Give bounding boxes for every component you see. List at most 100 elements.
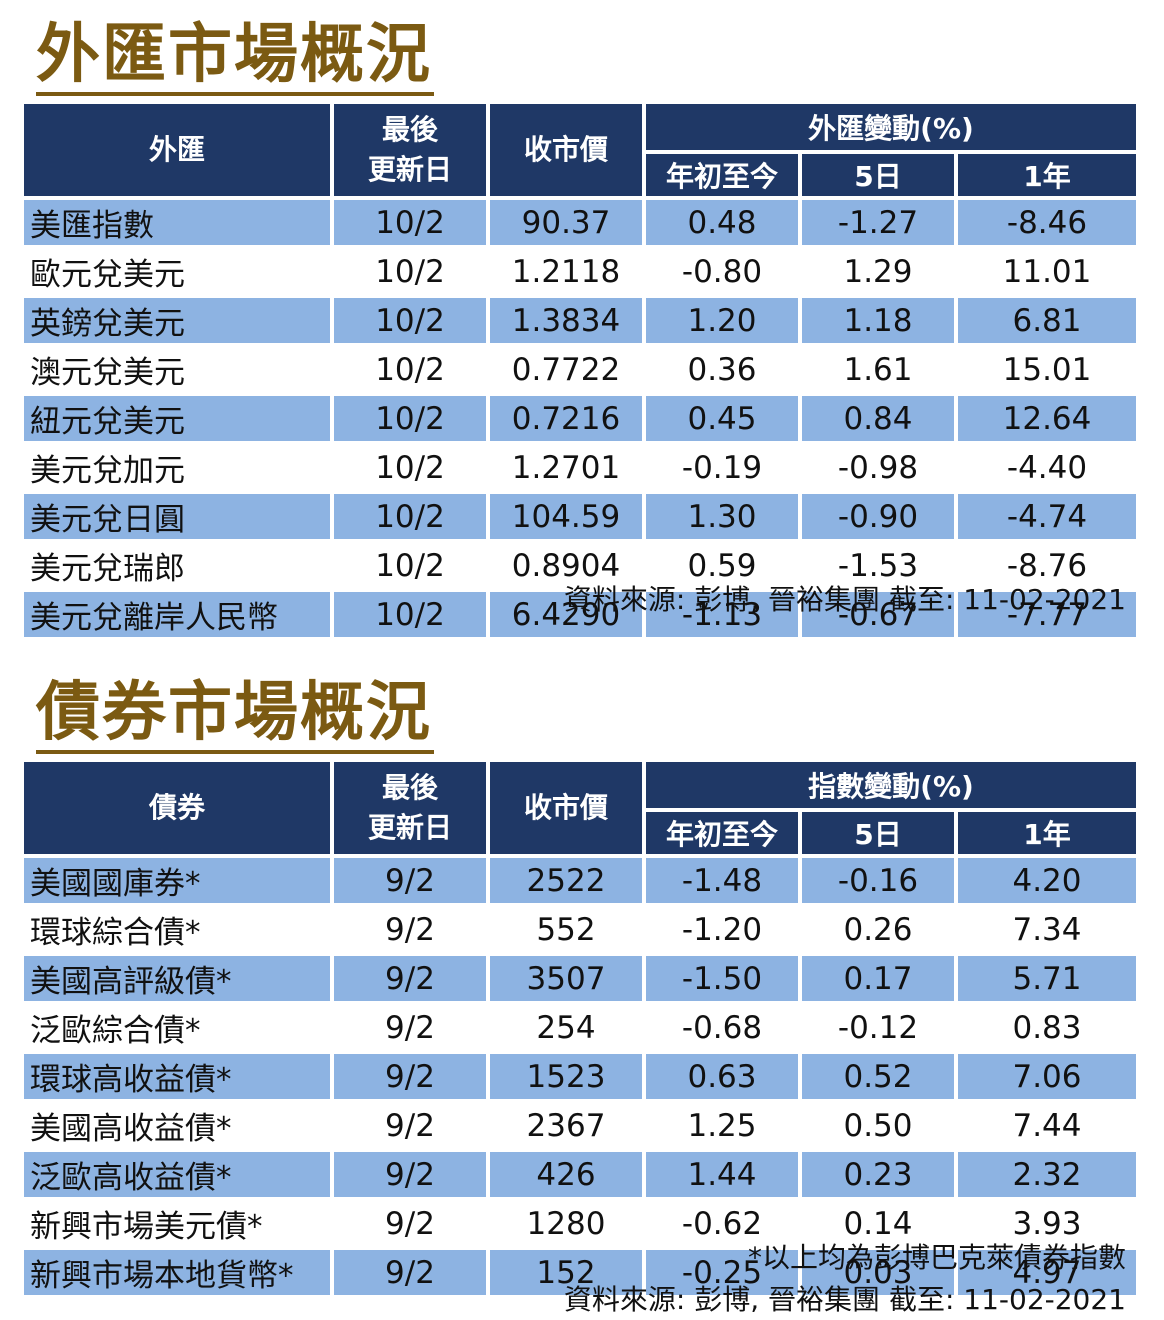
bond-cell-date: 9/2: [334, 1054, 490, 1103]
bond-table-row: 環球高收益債* 9/2 1523 0.63 0.52 7.06: [24, 1054, 1136, 1103]
fx-header-date-line1: 最後: [381, 113, 438, 146]
bond-source-note: 資料來源: 彭博, 晉裕集團 截至: 11-02-2021: [563, 1283, 1126, 1316]
bond-cell-ytd: -1.50: [646, 956, 802, 1005]
bond-table-row: 美國高評級債* 9/2 3507 -1.50 0.17 5.71: [24, 956, 1136, 1005]
bond-cell-change-5d: -0.12: [802, 1005, 958, 1054]
fx-cell-date: 10/2: [334, 396, 490, 445]
bond-section-title: 債券市場概況: [36, 676, 434, 754]
bond-cell-date: 9/2: [334, 907, 490, 956]
fx-cell-ytd: 0.59: [646, 543, 802, 592]
fx-cell-change-5d: 1.29: [802, 249, 958, 298]
bond-cell-name: 美國國庫券*: [24, 858, 334, 907]
fx-cell-ytd: 1.30: [646, 494, 802, 543]
fx-cell-change-5d: -1.27: [802, 200, 958, 249]
bond-cell-change-5d: 0.23: [802, 1152, 958, 1201]
fx-header-date-line2: 更新日: [367, 153, 452, 186]
fx-cell-ytd: 0.48: [646, 200, 802, 249]
bond-cell-close: 426: [490, 1152, 646, 1201]
fx-cell-name: 紐元兌美元: [24, 396, 334, 445]
bond-table-body: 美國國庫券* 9/2 2522 -1.48 -0.16 4.20 環球綜合債* 9/2 552-…: [24, 858, 1136, 1299]
bond-cell-change-1y: 2.32: [958, 1152, 1136, 1201]
fx-cell-change-5d: 1.18: [802, 298, 958, 347]
bond-cell-change-1y: 7.06: [958, 1054, 1136, 1103]
fx-cell-name: 美元兌日圓: [24, 494, 334, 543]
bond-header-5d: 5日: [802, 812, 958, 858]
fx-cell-name: 美元兌瑞郎: [24, 543, 334, 592]
fx-table-row: 歐元兌美元 10/2 1.2118 -0.80 1.29 11.01: [24, 249, 1136, 298]
fx-cell-close: 1.3834: [490, 298, 646, 347]
bond-cell-change-5d: 0.17: [802, 956, 958, 1005]
bond-cell-ytd: -0.62: [646, 1201, 802, 1250]
fx-cell-close: 1.2701: [490, 445, 646, 494]
fx-cell-change-5d: 0.84: [802, 396, 958, 445]
fx-header-5d: 5日: [802, 154, 958, 200]
fx-table-row: 美元兌離岸人民幣 10/2 6.4290 -1.13 -0.67 -7.77: [24, 592, 1136, 641]
bond-cell-ytd: -1.48: [646, 858, 802, 907]
bond-cell-change-1y: 7.44: [958, 1103, 1136, 1152]
bond-header-date-line2: 更新日: [367, 811, 452, 844]
bond-cell-close: 3507: [490, 956, 646, 1005]
fx-cell-close: 6.4290: [490, 592, 646, 641]
bond-cell-close: 1523: [490, 1054, 646, 1103]
fx-cell-close: 0.8904: [490, 543, 646, 592]
bond-cell-date: 9/2: [334, 1103, 490, 1152]
fx-cell-date: 10/2: [334, 200, 490, 249]
bond-cell-change-5d: 0.52: [802, 1054, 958, 1103]
fx-table-row: 英鎊兌美元 10/2 1.3834 1.20 1.18 6.81: [24, 298, 1136, 347]
fx-cell-close: 0.7722: [490, 347, 646, 396]
bond-cell-name: 美國高收益債*: [24, 1103, 334, 1152]
bond-cell-ytd: -1.20: [646, 907, 802, 956]
fx-cell-ytd: -1.13: [646, 592, 802, 641]
bond-cell-ytd: 1.25: [646, 1103, 802, 1152]
fx-section-title: 外匯市場概況: [36, 18, 434, 96]
bond-cell-date: 9/2: [334, 956, 490, 1005]
fx-cell-ytd: 0.45: [646, 396, 802, 445]
fx-cell-change-1y: -4.40: [958, 445, 1136, 494]
fx-cell-date: 10/2: [334, 494, 490, 543]
bond-header-date: 最後 更新日: [334, 762, 490, 858]
bond-table-row: 美國國庫券* 9/2 2522 -1.48 -0.16 4.20: [24, 858, 1136, 907]
bond-cell-ytd: -0.25: [646, 1250, 802, 1299]
fx-cell-change-5d: -1.53: [802, 543, 958, 592]
bond-cell-change-1y: 3.93: [958, 1201, 1136, 1250]
bond-cell-name: 環球綜合債*: [24, 907, 334, 956]
bond-cell-change-1y: 5.71: [958, 956, 1136, 1005]
fx-cell-name: 美匯指數: [24, 200, 334, 249]
fx-cell-change-1y: -7.77: [958, 592, 1136, 641]
fx-cell-date: 10/2: [334, 249, 490, 298]
fx-cell-name: 歐元兌美元: [24, 249, 334, 298]
bond-header-date-line1: 最後: [381, 771, 438, 804]
bond-cell-name: 新興市場本地貨幣*: [24, 1250, 334, 1299]
bond-table-row: 泛歐綜合債* 9/2 254 -0.68 -0.12 0.83: [24, 1005, 1136, 1054]
bond-cell-date: 9/2: [334, 1250, 490, 1299]
fx-cell-change-1y: -4.74: [958, 494, 1136, 543]
bond-cell-date: 9/2: [334, 1201, 490, 1250]
bond-cell-date: 9/2: [334, 858, 490, 907]
bond-cell-change-1y: 7.34: [958, 907, 1136, 956]
fx-table-row: 澳元兌美元 10/2 0.7722 0.36 1.61 15.01: [24, 347, 1136, 396]
bond-cell-name: 環球高收益債*: [24, 1054, 334, 1103]
bond-cell-change-1y: 0.83: [958, 1005, 1136, 1054]
fx-cell-name: 美元兌離岸人民幣: [24, 592, 334, 641]
fx-cell-change-1y: -8.46: [958, 200, 1136, 249]
fx-cell-date: 10/2: [334, 298, 490, 347]
fx-cell-ytd: -0.80: [646, 249, 802, 298]
fx-header-ytd: 年初至今: [646, 154, 802, 200]
bond-header-close: 收市價: [490, 762, 646, 858]
bond-table-row: 新興市場本地貨幣* 9/2 152 -0.25 0.03 4.97: [24, 1250, 1136, 1299]
fx-header-date: 最後 更新日: [334, 104, 490, 200]
fx-cell-change-1y: -8.76: [958, 543, 1136, 592]
bond-header-1y: 1年: [958, 812, 1136, 858]
bond-cell-date: 9/2: [334, 1152, 490, 1201]
bond-table-row: 新興市場美元債* 9/2 1280 -0.62 0.14 3.93: [24, 1201, 1136, 1250]
bond-cell-ytd: 0.63: [646, 1054, 802, 1103]
fx-cell-change-5d: -0.90: [802, 494, 958, 543]
fx-table-row: 美元兌加元 10/2 1.2701 -0.19 -0.98 -4.40: [24, 445, 1136, 494]
fx-cell-change-1y: 11.01: [958, 249, 1136, 298]
fx-cell-close: 90.37: [490, 200, 646, 249]
bond-footnote: *以上均為彭博巴克萊債券指數: [747, 1241, 1126, 1274]
fx-cell-change-5d: -0.67: [802, 592, 958, 641]
fx-cell-date: 10/2: [334, 347, 490, 396]
fx-header-group: 外匯變動(%): [646, 104, 1136, 155]
fx-cell-ytd: 1.20: [646, 298, 802, 347]
